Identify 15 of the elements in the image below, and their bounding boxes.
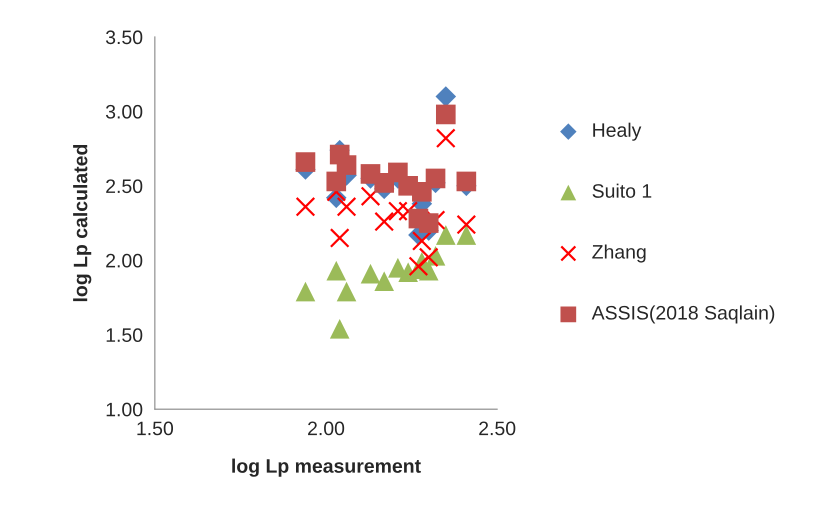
y-axis-title: log Lp calculated — [73, 144, 92, 302]
legend-label: ASSIS(2018 Saqlain) — [592, 305, 774, 324]
legend-label: Healy — [593, 122, 642, 141]
x-tick-label: 1.50 — [137, 422, 174, 436]
y-tick-label: 1.50 — [106, 328, 142, 342]
legend-label: Zhang — [592, 244, 646, 263]
x-tick-label: 2.00 — [308, 422, 344, 436]
y-tick-label: 2.00 — [106, 254, 142, 268]
legend-label: Suito 1 — [592, 184, 652, 198]
y-tick-label: 1.00 — [106, 402, 142, 416]
y-tick-label: 2.50 — [106, 179, 142, 194]
x-axis-title: log Lp measurement — [232, 458, 421, 477]
y-tick-label: 3.00 — [106, 104, 142, 119]
x-tick-label: 2.50 — [479, 422, 516, 436]
y-tick-label: 3.50 — [106, 30, 142, 44]
